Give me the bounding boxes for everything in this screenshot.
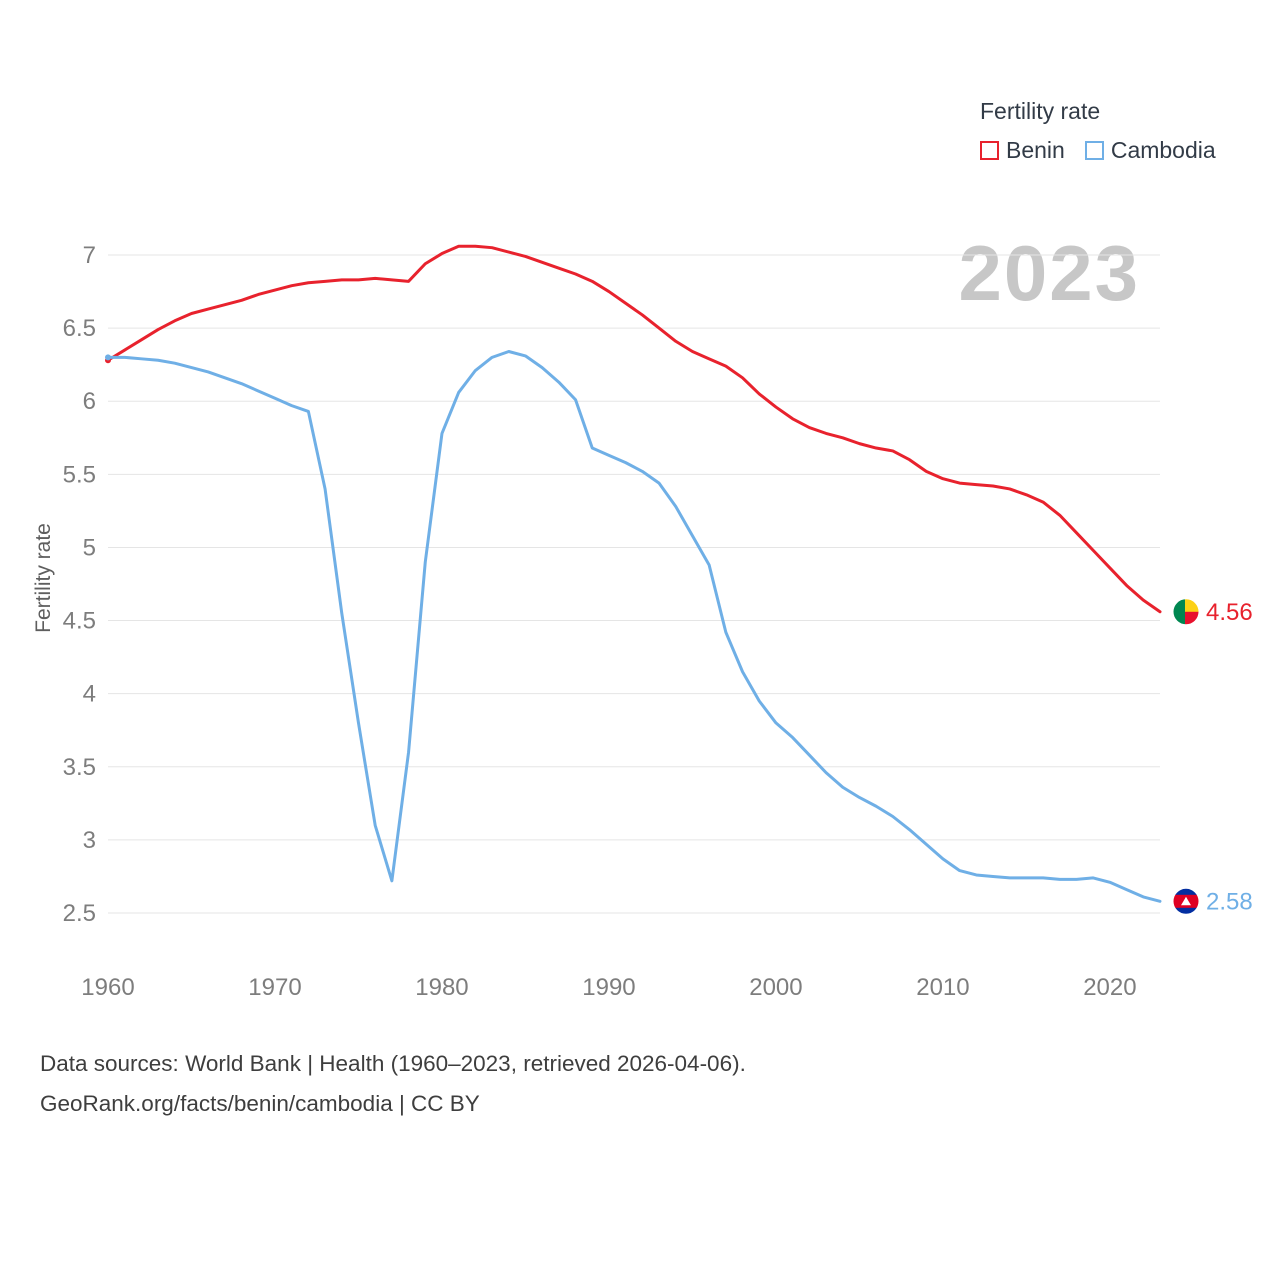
- legend-item-cambodia[interactable]: Cambodia: [1084, 137, 1216, 164]
- benin-flag-icon: [1172, 598, 1200, 626]
- cambodia-flag-icon: [1172, 887, 1200, 915]
- y-tick-label: 3.5: [63, 754, 96, 781]
- y-tick-label: 2.5: [63, 900, 96, 927]
- footer-attribution: GeoRank.org/facts/benin/cambodia | CC BY: [40, 1091, 480, 1116]
- y-tick-label: 6: [83, 388, 96, 415]
- y-tick-label: 7: [83, 242, 96, 269]
- benin-end-value: 4.56: [1206, 599, 1253, 626]
- y-tick-label: 4.5: [63, 608, 96, 635]
- legend-swatch-benin: [980, 141, 999, 160]
- y-tick-label: 5.5: [63, 461, 96, 488]
- x-tick-label: 1960: [81, 974, 134, 1001]
- benin-line[interactable]: [106, 244, 1162, 614]
- footer-sources: Data sources: World Bank | Health (1960–…: [40, 1051, 746, 1076]
- cambodia-end-value: 2.58: [1206, 888, 1253, 915]
- y-tick-label: 5: [83, 534, 96, 561]
- legend-swatch-cambodia: [1084, 141, 1104, 160]
- cambodia-start-marker: [105, 354, 111, 361]
- y-tick-label: 6.5: [63, 315, 96, 342]
- legend-label: Benin: [1006, 137, 1065, 163]
- x-tick-label: 2010: [916, 974, 969, 1001]
- legend-title: Fertility rate: [980, 98, 1101, 124]
- y-tick-label: 4: [83, 681, 96, 708]
- x-tick-label: 1990: [582, 974, 635, 1001]
- x-tick-label: 1970: [248, 974, 301, 1001]
- x-tick-label: 2000: [749, 974, 802, 1001]
- chart-plot: 2.5 3 3.5 4 4.5 5 5.5 6 6.5 7 1960 1970 1980 1990 2000…: [63, 242, 1253, 1001]
- y-axis-title: Fertility rate: [32, 523, 55, 633]
- legend-item-benin[interactable]: Benin: [980, 137, 1065, 164]
- legend-items: Benin Cambodia: [980, 137, 1216, 164]
- legend-label: Cambodia: [1110, 137, 1216, 163]
- x-tick-label: 2020: [1083, 974, 1136, 1001]
- x-tick-label: 1980: [415, 974, 468, 1001]
- footer: Data sources: World Bank | Health (1960–…: [40, 1044, 746, 1124]
- cambodia-line[interactable]: [106, 350, 1162, 903]
- y-tick-label: 3: [83, 827, 96, 854]
- legend: Fertility rate Benin Cambodia: [980, 98, 1216, 164]
- watermark-year: 2023: [958, 229, 1140, 317]
